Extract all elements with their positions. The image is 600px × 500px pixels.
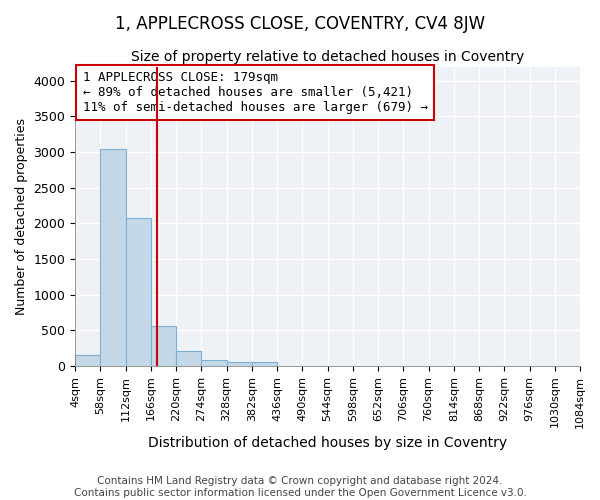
Text: Contains HM Land Registry data © Crown copyright and database right 2024.
Contai: Contains HM Land Registry data © Crown c… [74, 476, 526, 498]
Title: Size of property relative to detached houses in Coventry: Size of property relative to detached ho… [131, 50, 524, 64]
X-axis label: Distribution of detached houses by size in Coventry: Distribution of detached houses by size … [148, 436, 507, 450]
Text: 1, APPLECROSS CLOSE, COVENTRY, CV4 8JW: 1, APPLECROSS CLOSE, COVENTRY, CV4 8JW [115, 15, 485, 33]
Bar [100, 148, 125, 366]
Bar [151, 326, 176, 366]
Bar [202, 360, 227, 366]
Bar [227, 362, 252, 366]
Y-axis label: Number of detached properties: Number of detached properties [15, 118, 28, 315]
Bar [252, 362, 277, 366]
Bar [75, 356, 100, 366]
Bar [176, 351, 202, 366]
Bar [125, 218, 151, 366]
Text: 1 APPLECROSS CLOSE: 179sqm
← 89% of detached houses are smaller (5,421)
11% of s: 1 APPLECROSS CLOSE: 179sqm ← 89% of deta… [83, 71, 428, 114]
